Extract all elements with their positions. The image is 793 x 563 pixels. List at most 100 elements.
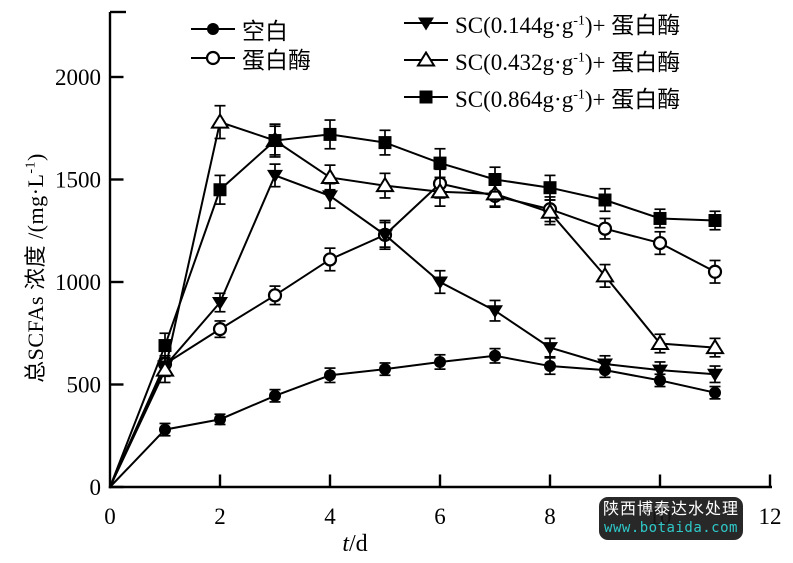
legend-item-2: SC(0.144g·g-1)+ 蛋白酶 [403,4,680,41]
filled-triangle-down-marker [487,305,503,319]
filled-square-marker [488,173,502,186]
open-triangle-up-marker [540,202,560,219]
filled-square-marker [653,211,667,225]
legend-item-3: SC(0.432g·g-1)+ 蛋白酶 [403,41,680,78]
series-line [109,354,716,488]
open-triangle-up-marker [595,266,615,283]
y-axis-title-close: ) [23,153,48,161]
filled-triangle-down-marker [212,297,228,310]
watermark-site-name: 陕西博泰达水处理 [602,500,739,518]
legend-item-0: 空白 [190,14,311,44]
x-tick-label: 12 [759,504,782,529]
x-tick-label: 6 [434,504,446,529]
filled-circle-marker [544,360,556,373]
y-axis-title: 总SCFAs 浓度 /(mg·L-1) [18,153,50,383]
y-tick-label: 500 [67,373,102,398]
open-triangle-up-marker [705,338,725,355]
legend-item-1: 蛋白酶 [190,43,311,73]
x-tick-label: 0 [104,504,116,529]
series-0 [109,347,721,488]
open-triangle-up-marker [375,176,395,193]
filled-circle-marker [207,22,219,35]
open-circle-marker [205,50,221,65]
x-axis-title: t/d [342,531,367,558]
filled-circle-marker [159,423,171,436]
series-3 [109,104,725,488]
open-triangle-up-marker [650,334,670,350]
triangle-down-filled-legend-icon [404,17,448,30]
filled-triangle-down-marker [418,17,434,30]
circle-open-legend-icon [191,50,235,65]
triangle-up-open-legend-icon [404,50,448,66]
filled-circle-marker [379,363,391,376]
y-axis-title-superscript: -1 [23,160,39,174]
filled-triangle-down-marker [652,364,668,378]
filled-triangle-down-marker [322,190,338,204]
x-axis-title-unit: /d [349,531,368,557]
open-circle-marker [707,264,723,279]
filled-circle-marker [324,369,336,382]
filled-square-marker [323,127,337,141]
square-filled-legend-icon [404,90,448,103]
filled-square-marker [213,183,227,197]
y-tick-label: 2000 [55,65,101,90]
filled-triangle-down-marker [377,229,393,243]
series-line [109,120,716,488]
series-line [109,133,716,488]
open-triangle-up-marker [210,112,230,129]
filled-square-marker [543,181,557,195]
circle-filled-legend-icon [191,22,235,35]
filled-circle-marker [434,355,446,368]
filled-circle-marker [489,349,501,362]
legend-label: SC(0.432g·g-1)+ 蛋白酶 [455,49,681,75]
legend-column-1: 空白 蛋白酶 [190,14,311,73]
axes [108,10,772,489]
filled-circle-marker [269,389,281,402]
legend-label: 蛋白酶 [242,47,311,73]
open-triangle-up-marker [485,184,505,201]
series-line [109,182,716,488]
open-circle-marker [267,288,283,303]
filled-triangle-down-marker [267,169,283,183]
open-circle-marker [212,322,228,337]
filled-square-marker [708,214,722,227]
filled-triangle-down-marker [432,276,448,290]
watermark-url: www.botaida.com [604,519,738,536]
filled-triangle-down-marker [707,368,723,382]
filled-square-marker [378,136,392,150]
legend-item-4: SC(0.864g·g-1)+ 蛋白酶 [403,78,680,115]
y-tick-label: 0 [90,475,102,500]
x-axis-title-variable: t [342,531,349,557]
series-line [109,174,716,488]
tick-labels: 0500100015002000024681012 [55,65,782,529]
legend-column-2: SC(0.144g·g-1)+ 蛋白酶 SC(0.432g·g-1)+ 蛋白酶 SC… [403,4,680,115]
series-1 [109,168,723,488]
watermark-badge: 陕西博泰达水处理 www.botaida.com [599,497,743,540]
x-tick-label: 4 [324,504,336,529]
filled-square-marker [419,90,433,103]
filled-triangle-down-marker [542,342,558,356]
legend-label: 空白 [242,18,288,44]
filled-square-marker [598,193,612,207]
y-tick-label: 1500 [55,168,101,193]
filled-circle-marker [214,413,226,426]
open-triangle-up-marker [320,168,340,184]
open-circle-marker [322,252,338,267]
open-circle-marker [652,235,668,251]
filled-circle-marker [654,374,666,387]
open-circle-marker [597,221,613,236]
legend-label: SC(0.864g·g-1)+ 蛋白酶 [455,86,681,112]
series-2 [109,163,723,488]
open-triangle-up-marker [430,182,450,199]
x-tick-label: 2 [214,504,226,529]
filled-square-marker [433,156,447,170]
filled-square-marker [268,134,282,148]
open-triangle-up-marker [155,360,175,377]
filled-square-marker [158,339,172,353]
legend-label: SC(0.144g·g-1)+ 蛋白酶 [455,12,681,38]
filled-triangle-down-marker [597,358,613,372]
open-triangle-up-marker [416,50,436,66]
series-4 [109,119,722,488]
x-tick-label: 8 [544,504,556,529]
